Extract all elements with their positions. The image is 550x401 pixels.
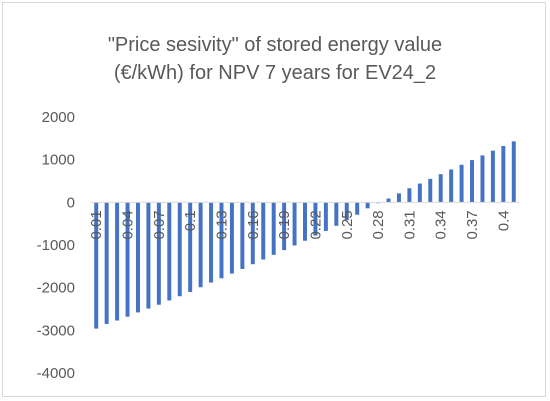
x-tick-label: 0.4 — [495, 210, 512, 231]
bar-0.38 — [480, 155, 485, 203]
x-axis: 0.01 0.04 0.07 0.1 0.13 0.16 0.19 0.22 0.25 0.28 0… — [88, 210, 512, 239]
bar-0.03 — [115, 202, 120, 321]
chart-title-line-2: (€/kWh) for NPV 7 years for EV24_2 — [114, 62, 436, 84]
y-tick-label: 2000 — [42, 109, 75, 126]
bars — [94, 141, 516, 329]
bar-0.08 — [167, 202, 172, 301]
bar-0.04 — [125, 202, 130, 317]
y-tick-label: -3000 — [37, 322, 75, 339]
x-tick-label: 0.34 — [433, 210, 450, 239]
bar-0.06 — [146, 202, 151, 309]
bar-0.13 — [219, 202, 224, 279]
bar-0.2 — [292, 202, 297, 246]
bar-0.4 — [501, 146, 506, 203]
y-tick-label: -1000 — [37, 237, 75, 254]
bar-0.33 — [428, 178, 433, 203]
x-tick-label: 0.22 — [307, 210, 324, 239]
bar-0.18 — [271, 202, 276, 255]
bar-0.31 — [407, 188, 412, 203]
bar-0.34 — [438, 174, 443, 203]
y-axis: 2000 1000 0 -1000 -2000 -3000 -4000 — [37, 109, 75, 382]
bar-0.3 — [396, 193, 401, 203]
bar-0.39 — [490, 150, 495, 203]
bar-0.05 — [135, 202, 140, 313]
chart-frame: "Price sesivity" of stored energy value … — [2, 2, 546, 397]
x-tick-label: 0.19 — [276, 210, 293, 239]
bar-0.19 — [282, 202, 287, 251]
bar-0.21 — [303, 202, 307, 241]
chart-title-line-1: "Price sesivity" of stored energy value — [108, 34, 442, 56]
x-tick-label: 0.31 — [401, 210, 418, 239]
bar-0.16 — [250, 202, 255, 265]
bar-0.25 — [344, 202, 349, 221]
bar-0.22 — [313, 202, 318, 236]
bar-0.27 — [365, 202, 370, 209]
bar-0.23 — [323, 202, 328, 231]
chart-title: "Price sesivity" of stored energy value … — [108, 34, 442, 84]
bar-0.17 — [261, 202, 266, 260]
bar-0.35 — [449, 169, 454, 203]
bar-chart: "Price sesivity" of stored energy value … — [37, 34, 519, 382]
y-tick-label: 0 — [67, 194, 75, 211]
bar-0.14 — [229, 202, 234, 274]
y-tick-label: 1000 — [42, 152, 75, 169]
bar-0.36 — [459, 164, 464, 203]
x-tick-label: 0.37 — [464, 210, 481, 239]
x-tick-label: 0.25 — [339, 210, 356, 239]
bar-0.02 — [104, 202, 109, 324]
bar-0.09 — [177, 202, 182, 297]
bar-0.15 — [240, 202, 245, 269]
bar-0.41 — [511, 141, 516, 203]
bar-0.12 — [209, 202, 214, 283]
bar-0.32 — [417, 183, 422, 203]
x-tick-label: 0.16 — [245, 210, 262, 239]
y-tick-label: -4000 — [37, 365, 75, 382]
bar-0.11 — [198, 202, 203, 288]
bar-0.07 — [156, 202, 161, 305]
x-tick-label: 0.01 — [88, 210, 105, 239]
x-tick-label: 0.04 — [120, 210, 137, 239]
bar-0.29 — [386, 198, 391, 203]
bar-0.1 — [188, 202, 193, 292]
bar-0.37 — [470, 160, 475, 203]
bar-0.26 — [355, 202, 360, 215]
x-tick-label: 0.28 — [370, 210, 387, 239]
bar-0.01 — [94, 202, 99, 329]
y-tick-label: -2000 — [37, 280, 75, 297]
x-tick-label: 0.13 — [213, 210, 230, 239]
x-tick-label: 0.1 — [182, 210, 199, 231]
x-tick-label: 0.07 — [151, 210, 168, 239]
bar-0.24 — [334, 202, 339, 226]
